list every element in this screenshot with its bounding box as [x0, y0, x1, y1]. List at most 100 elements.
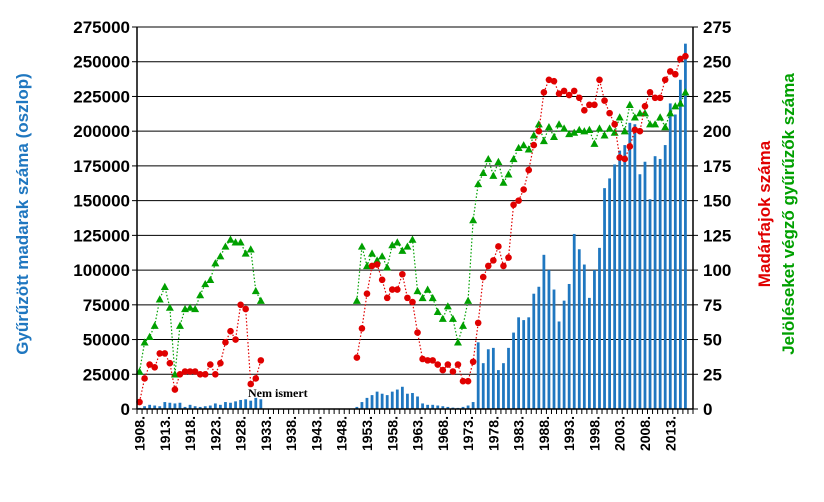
bar	[668, 103, 672, 410]
data-point	[373, 256, 382, 264]
data-point	[156, 350, 164, 357]
data-point	[544, 123, 553, 131]
data-point	[212, 370, 219, 378]
left-tick-label: 75000	[83, 296, 130, 315]
data-point	[221, 242, 230, 250]
right-tick-label: 125	[703, 226, 731, 245]
data-point	[383, 294, 391, 302]
data-point	[601, 97, 608, 104]
data-point	[404, 294, 411, 302]
bar	[421, 403, 424, 409]
data-point	[222, 339, 229, 346]
right-tick-label: 100	[703, 261, 731, 280]
data-point	[590, 139, 599, 147]
data-point	[362, 261, 371, 270]
data-point	[500, 262, 507, 270]
data-point	[454, 361, 462, 368]
data-point	[666, 109, 675, 117]
bar	[491, 347, 495, 409]
data-point	[495, 243, 502, 250]
bar	[416, 396, 419, 409]
bar	[178, 402, 182, 409]
data-point	[181, 368, 189, 375]
bar	[239, 399, 243, 409]
right-tick-label: 275	[703, 18, 731, 37]
data-point	[656, 113, 665, 121]
right-tick-label: 50	[703, 331, 722, 350]
data-point	[661, 123, 670, 131]
data-point	[515, 197, 522, 204]
data-point	[550, 77, 558, 85]
data-point	[595, 124, 604, 132]
x-tick-label: 2003.	[612, 416, 628, 451]
x-tick-label: 1908.	[132, 416, 148, 451]
data-point	[530, 141, 538, 149]
data-point	[257, 357, 265, 364]
x-tick-label: 1948.	[334, 416, 350, 451]
data-point	[600, 131, 609, 139]
data-point	[464, 377, 472, 385]
bar	[213, 403, 217, 409]
bar	[380, 393, 384, 409]
bar	[173, 403, 177, 409]
bar	[557, 321, 561, 409]
data-point	[635, 109, 644, 117]
data-point	[525, 166, 533, 174]
data-point	[677, 55, 684, 63]
data-point	[226, 235, 235, 243]
data-point	[408, 235, 417, 243]
data-point	[166, 359, 174, 367]
data-point	[545, 76, 553, 84]
bar	[183, 406, 187, 409]
data-point	[206, 361, 214, 368]
red-series	[136, 52, 689, 406]
data-point	[368, 249, 377, 257]
bar	[259, 399, 263, 409]
data-point	[596, 76, 603, 84]
data-point	[661, 76, 669, 84]
right-tick-label: 75	[703, 296, 722, 315]
data-point	[646, 120, 655, 128]
x-tick-label: 1993.	[561, 416, 577, 451]
left-tick-label: 25000	[83, 365, 130, 384]
data-point	[585, 125, 594, 133]
data-point	[484, 262, 492, 270]
data-point	[424, 357, 431, 364]
right-tick-label: 150	[703, 192, 731, 211]
right-axis-title-green: Jelöléseket végző gyűrűzők száma	[779, 73, 798, 355]
data-point	[651, 120, 660, 128]
data-point	[419, 355, 426, 363]
data-point	[439, 366, 447, 374]
data-point	[170, 370, 179, 378]
data-point	[570, 87, 578, 95]
bar	[582, 264, 586, 409]
data-point	[413, 286, 422, 295]
bar	[537, 286, 541, 409]
data-point	[469, 358, 477, 366]
data-point	[414, 329, 421, 336]
bar	[603, 188, 606, 409]
right-tick-label: 0	[703, 400, 712, 419]
data-point	[171, 386, 179, 393]
data-point	[631, 126, 639, 134]
bar	[542, 254, 546, 409]
data-point	[252, 375, 260, 382]
bar	[512, 332, 515, 409]
bar	[254, 397, 258, 409]
x-tick-label: 1928.	[233, 416, 249, 451]
right-tick-label: 250	[703, 53, 731, 72]
bar	[390, 391, 394, 409]
data-point	[206, 275, 215, 284]
data-point	[560, 124, 569, 132]
data-point	[581, 107, 588, 114]
data-point	[191, 304, 200, 313]
left-tick-label: 200000	[73, 122, 130, 141]
data-point	[586, 101, 593, 109]
bar	[613, 164, 617, 409]
data-point	[484, 154, 493, 163]
data-point	[160, 282, 169, 290]
bar	[562, 300, 566, 409]
bar	[638, 174, 642, 409]
bar	[168, 402, 172, 409]
